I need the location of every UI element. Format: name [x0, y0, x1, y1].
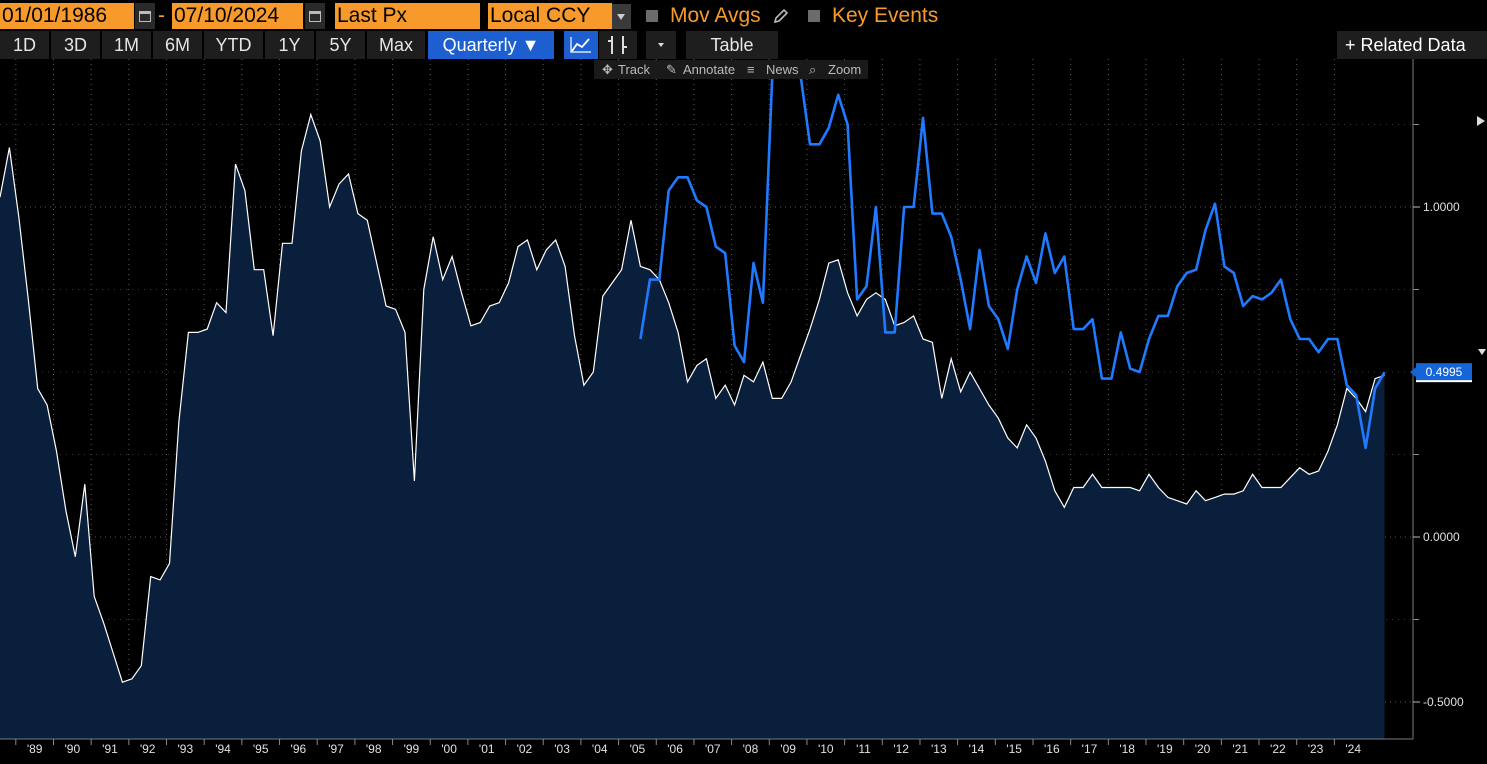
x-tick-label: '94 [215, 742, 231, 756]
scroll-up-icon[interactable] [1477, 116, 1485, 126]
end-date-field[interactable]: 07/10/2024 [172, 3, 303, 29]
x-tick-label: '12 [893, 742, 909, 756]
start-date-field[interactable]: 01/01/1986 [0, 3, 134, 29]
x-tick-label: '16 [1044, 742, 1060, 756]
x-tick-label: '05 [630, 742, 646, 756]
key-events-checkbox[interactable] [808, 10, 820, 22]
range-toolbar: 1D 3D 1M 6M YTD 1Y 5Y Max Quarterly ▼ Ta… [0, 31, 1487, 59]
x-tick-label: '96 [291, 742, 307, 756]
range-5y-button[interactable]: 5Y [316, 31, 365, 59]
mov-avgs-label[interactable]: Mov Avgs [670, 4, 761, 27]
related-data-button[interactable]: + Related Data [1337, 31, 1487, 59]
range-1d-button[interactable]: 1D [0, 31, 49, 59]
x-tick-label: '99 [404, 742, 420, 756]
last-value-label: 0.4995 [1426, 365, 1463, 379]
x-tick-label: '11 [856, 742, 871, 756]
series-1-line [0, 112, 1385, 683]
zoom-icon[interactable]: ⌕ [809, 62, 817, 77]
chart-tools: ✥ Track ✎ Annotate ≡ News ⌕ Zoom [594, 60, 868, 79]
y-tick-label: 0.0000 [1423, 530, 1460, 544]
candlestick-icon[interactable] [599, 31, 637, 59]
x-tick-label: '89 [27, 742, 43, 756]
x-tick-label: '93 [178, 742, 194, 756]
x-tick-label: '00 [441, 742, 457, 756]
track-icon[interactable]: ✥ [602, 62, 613, 77]
chart-type-dropdown-icon[interactable] [646, 31, 676, 59]
x-tick-label: '17 [1082, 742, 1098, 756]
y-tick-label: 1.0000 [1423, 200, 1460, 214]
currency-selector[interactable]: Local CCY [488, 3, 612, 29]
range-6m-button[interactable]: 6M [153, 31, 202, 59]
y-tick-label: -0.5000 [1423, 695, 1464, 709]
x-tick-label: '06 [667, 742, 683, 756]
annotate-tool[interactable]: Annotate [683, 62, 736, 77]
x-tick-label: '21 [1232, 742, 1248, 756]
x-tick-label: '92 [140, 742, 156, 756]
range-3d-button[interactable]: 3D [51, 31, 100, 59]
field-selector[interactable]: Last Px [335, 3, 480, 29]
zoom-tool[interactable]: Zoom [828, 62, 862, 77]
x-tick-label: '24 [1345, 742, 1361, 756]
mov-avgs-checkbox[interactable] [646, 10, 658, 22]
x-tick-label: '23 [1308, 742, 1324, 756]
frequency-dropdown[interactable]: Quarterly ▼ [428, 31, 554, 59]
series-2-line [639, 73, 1386, 450]
x-tick-label: '04 [592, 742, 608, 756]
x-tick-label: '19 [1157, 742, 1173, 756]
pencil-icon[interactable] [772, 7, 790, 25]
track-tool[interactable]: Track [618, 62, 651, 77]
x-tick-label: '07 [705, 742, 721, 756]
x-tick-label: '98 [366, 742, 382, 756]
last-value-marker: 0.4995 [1410, 363, 1472, 383]
price-chart[interactable]: 1.0000 0.0000 -0.5000 '89 '90 '91 '92 '93 '94 '9… [0, 59, 1487, 764]
range-1y-button[interactable]: 1Y [265, 31, 314, 59]
x-tick-label: '09 [780, 742, 796, 756]
start-calendar-icon[interactable] [135, 3, 155, 29]
annotate-icon[interactable]: ✎ [666, 62, 677, 77]
news-icon[interactable]: ≡ [747, 62, 755, 77]
x-tick-label: '14 [969, 742, 985, 756]
x-tick-label: '20 [1195, 742, 1211, 756]
x-tick-label: '91 [102, 742, 118, 756]
x-tick-label: '13 [931, 742, 947, 756]
key-events-label[interactable]: Key Events [832, 4, 939, 27]
series-1-area [0, 114, 1385, 740]
x-tick-label: '03 [554, 742, 570, 756]
end-calendar-icon[interactable] [305, 3, 325, 29]
line-chart-icon[interactable] [564, 31, 598, 59]
date-separator: - [158, 4, 165, 27]
news-tool[interactable]: News [766, 62, 799, 77]
x-tick-label: '02 [517, 742, 533, 756]
x-tick-label: '10 [818, 742, 834, 756]
range-ytd-button[interactable]: YTD [204, 31, 263, 59]
x-tick-label: '97 [328, 742, 344, 756]
x-tick-label: '90 [65, 742, 81, 756]
scale-marker-icon [1478, 349, 1486, 355]
x-tick-label: '18 [1119, 742, 1135, 756]
x-tick-label: '15 [1006, 742, 1022, 756]
x-tick-label: '08 [743, 742, 759, 756]
top-toolbar: 01/01/1986 - 07/10/2024 Last Px Local CC… [0, 0, 1487, 31]
range-max-button[interactable]: Max [367, 31, 425, 59]
range-1m-button[interactable]: 1M [102, 31, 151, 59]
currency-dropdown-icon[interactable] [612, 4, 631, 29]
x-tick-label: '01 [479, 742, 495, 756]
table-button[interactable]: Table [686, 31, 778, 59]
x-tick-label: '95 [253, 742, 269, 756]
x-tick-label: '22 [1270, 742, 1286, 756]
